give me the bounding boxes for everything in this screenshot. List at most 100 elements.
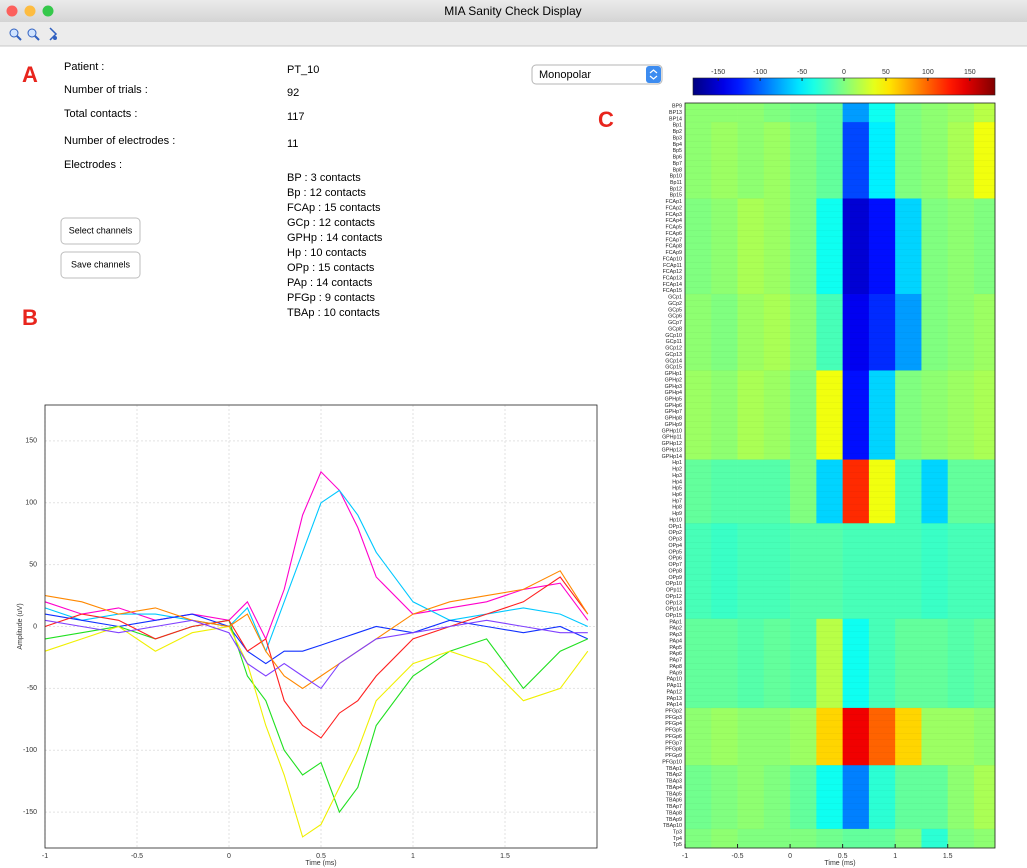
close-button[interactable] (6, 5, 18, 17)
channel-label: BP9 (672, 104, 682, 110)
heatmap-cell (921, 198, 949, 295)
heatmap-cell (816, 523, 843, 620)
channel-label: FCAp11 (663, 263, 682, 269)
heatmap-cell (685, 618, 712, 709)
heatmap-cell (685, 198, 712, 295)
heatmap-cell (790, 198, 817, 295)
heatmap-cell (842, 370, 870, 460)
heatmap-cell (973, 828, 996, 849)
heatmap-cell (790, 765, 817, 830)
channel-label: Hp4 (672, 479, 682, 485)
button[interactable]: Select channels (60, 217, 141, 245)
channel-label: FCAp3 (666, 212, 683, 218)
channel-label: PAp9 (669, 670, 682, 676)
channel-label: GPHp3 (665, 384, 682, 390)
channel-label: PFGp10 (662, 759, 682, 765)
channel-label: Hp1 (672, 460, 682, 466)
heatmap-cell (842, 294, 870, 371)
heatmap-cell (921, 370, 949, 460)
x-tick-label: 0.5 (838, 853, 848, 860)
channel-label: FCAp6 (666, 231, 683, 237)
x-tick-label: -1 (682, 853, 688, 860)
info-label: Number of trials : (64, 84, 148, 96)
channel-label: PAp7 (669, 658, 682, 664)
channel-label: Hp9 (672, 511, 682, 517)
heatmap-cell (921, 294, 949, 371)
channel-label: FCAp5 (666, 225, 683, 231)
dropdown-value: Monopolar (539, 69, 591, 81)
heatmap-cell (816, 198, 843, 295)
heatmap-cell (737, 523, 765, 620)
heatmap-cell (947, 122, 975, 199)
channel-label: OPp10 (666, 581, 683, 587)
colorbar-tick-label: -100 (753, 69, 767, 76)
heatmap-cell (921, 618, 949, 709)
channel-label: TBAp9 (666, 817, 682, 823)
heatmap-cell (763, 828, 791, 849)
heatmap-cell (737, 370, 765, 460)
channel-label: BP14 (669, 116, 682, 122)
channel-label: GPHp4 (665, 390, 682, 396)
heatmap-cell (921, 828, 949, 849)
channel-label: PAp14 (666, 702, 682, 708)
heatmap-cell (816, 370, 843, 460)
channel-label: PFGp5 (665, 728, 682, 734)
channel-label: FCAp14 (663, 282, 682, 288)
colorbar-tick-label: 0 (842, 69, 846, 76)
heatmap-cell (973, 294, 996, 371)
pan-tool[interactable] (49, 27, 58, 41)
channel-label: OPp3 (668, 537, 682, 543)
heatmap-cell (737, 103, 765, 123)
channel-label: OPp2 (668, 530, 682, 536)
electrode-entry: OPp : 15 contacts (287, 262, 375, 274)
minimize-button[interactable] (24, 5, 36, 17)
channel-label: Hp7 (672, 498, 682, 504)
heatmap-cell (895, 618, 922, 709)
zoom-out-tool[interactable] (27, 28, 40, 41)
heatmap-frame (684, 102, 996, 849)
channel-label: Hp2 (672, 467, 682, 473)
heatmap-cell (711, 828, 738, 849)
trace (44, 613, 589, 665)
heatmap-cell (921, 459, 949, 524)
channel-label: FCAp12 (663, 269, 682, 275)
heatmap-cell (842, 618, 870, 709)
heatmap-cell (737, 122, 765, 199)
heatmap-cell (842, 122, 870, 199)
channel-label: Bp1 (673, 123, 682, 129)
channel-label: Bp5 (673, 148, 682, 154)
channel-label: TBAp7 (666, 804, 682, 810)
zoom-in-tool[interactable] (9, 28, 22, 41)
button-frame (60, 217, 141, 245)
channel-label: GCp12 (665, 346, 682, 352)
x-tick-label: -1 (42, 853, 48, 860)
heatmap-cell (842, 828, 870, 849)
x-tick-label: 1 (893, 853, 897, 860)
colorbar-tick-label: -50 (797, 69, 807, 76)
electrode-entry: FCAp : 15 contacts (287, 202, 381, 214)
heatmap-cell (895, 707, 922, 766)
heatmap-cell (790, 294, 817, 371)
x-tick-label: 0 (227, 853, 231, 860)
channel-label: GCp11 (666, 339, 682, 345)
electrode-entry: GPHp : 14 contacts (287, 232, 383, 244)
channel-label: GCp2 (668, 301, 682, 307)
button[interactable]: Save channels (60, 251, 141, 279)
heatmap-cell (868, 122, 896, 199)
colorbar-tick-label: -150 (711, 69, 725, 76)
heatmap-cell (895, 198, 922, 295)
channel-label: GPHp2 (665, 377, 682, 383)
channel-label: GPHp9 (665, 422, 682, 428)
heatmap-cell (973, 459, 996, 524)
dropdown[interactable]: Monopolar (531, 64, 663, 85)
panel-label: B (22, 305, 38, 330)
channel-label: GPHp6 (665, 403, 682, 409)
channel-label: Tp3 (673, 829, 682, 835)
heatmap-cell (790, 103, 817, 123)
zoom-button[interactable] (42, 5, 54, 17)
button-label: Select channels (69, 225, 133, 235)
info-value: 11 (287, 138, 298, 150)
heatmap-cell (947, 198, 975, 295)
